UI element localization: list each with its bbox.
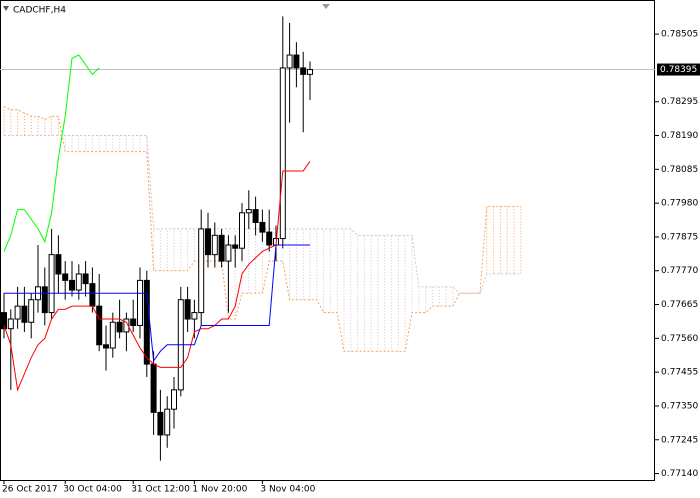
candle-body [266,231,273,246]
candle-body [48,254,55,314]
candle-body [41,286,48,314]
candle-body [157,411,164,436]
y-tick-label: 0.77980 [661,199,698,209]
candle-body [239,212,245,249]
candle-body [28,299,35,323]
shift-marker [322,4,330,9]
candle-body [116,321,123,333]
indicator-line [4,244,310,363]
plot-frame [0,0,655,481]
candle-body [55,254,62,275]
indicator-line [3,106,521,352]
candle-body [96,305,103,346]
y-tick-label: 0.77770 [661,266,698,276]
candle-body [252,209,259,223]
candle-body [191,312,198,320]
symbol-icon [3,6,9,11]
y-tick-label: 0.77875 [661,232,698,242]
candle-body [150,363,157,413]
y-tick-label: 0.77245 [661,435,698,445]
x-tick-label: 31 Oct 12:00 [131,485,190,495]
candle-body [123,318,130,333]
y-tick-label: 0.77665 [661,300,698,310]
y-tick-label: 0.77455 [661,368,698,378]
candle-body [130,318,137,326]
candle-body [205,228,211,256]
candle-body [225,244,232,262]
candle-body [307,69,313,75]
candle-body [109,321,116,349]
chart-title: CADCHF,H4 [13,6,66,16]
y-tick-label: 0.78085 [661,165,698,175]
candle-body [184,299,191,320]
candle-body [7,318,14,330]
candle-body [300,67,307,75]
y-tick-label: 0.77140 [661,469,698,479]
x-tick-label: 1 Nov 20:00 [192,485,247,495]
candle-body [286,54,293,69]
y-tick-label: 0.77560 [661,334,698,344]
candle-body [89,283,96,307]
current-price-label: 0.78395 [660,65,697,75]
candle-body [1,312,7,330]
candle-body [137,279,143,326]
current-price-box [657,63,700,76]
candle-body [75,273,82,291]
x-tick-label: 30 Oct 04:00 [63,485,122,495]
candle-body [259,221,266,233]
y-tick-label: 0.78505 [661,30,698,40]
candle-body [279,67,286,240]
indicator-line [3,54,100,252]
y-tick-label: 0.78190 [661,131,698,141]
candle-body [293,54,300,69]
y-tick-label: 0.77350 [661,401,698,411]
candle-body [62,273,69,281]
x-tick-label: 3 Nov 04:00 [260,485,315,495]
candle-body [171,389,177,410]
candle-body [21,305,28,323]
candle-body [103,344,109,349]
candle-body [69,279,75,291]
candle-body [232,244,239,249]
candle-body [245,209,252,214]
candle-body [211,234,218,256]
candle-body [164,408,171,436]
candle-body [82,273,89,285]
candle-body [218,234,225,262]
indicator-line [3,161,311,392]
y-tick-label: 0.78295 [661,97,698,107]
candle-body [198,228,205,314]
candle-body [14,305,21,320]
x-tick-label: 26 Oct 2017 [2,485,58,495]
